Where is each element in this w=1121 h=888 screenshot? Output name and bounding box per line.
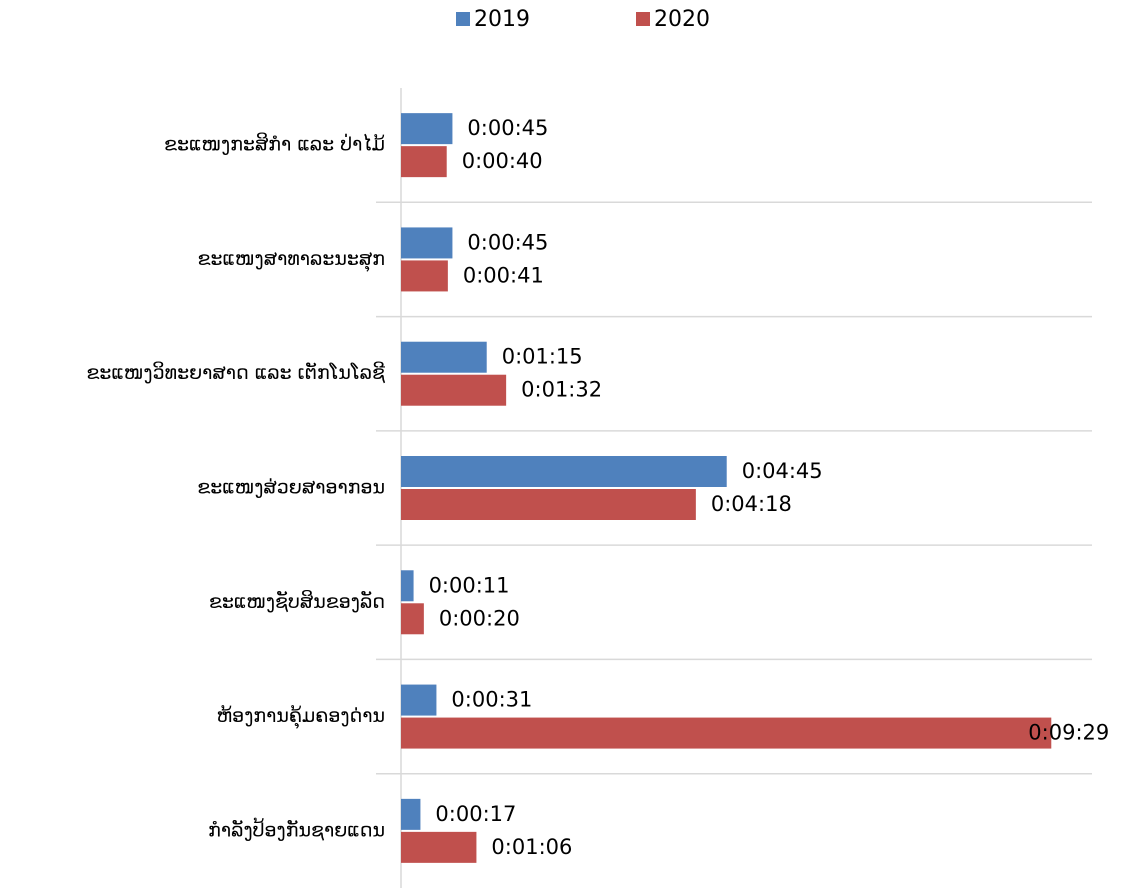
data-label: 0:00:11 xyxy=(429,573,510,597)
y-tick-label: ຂະແໜງກະສິກຳ ແລະ ປ່າໄມ້ xyxy=(164,131,385,155)
legend-swatch xyxy=(456,12,470,26)
y-tick-label: ຂະແໜງຊັບສິນຂອງລັດ xyxy=(209,588,385,612)
data-label: 0:00:31 xyxy=(451,688,532,712)
data-label: 0:09:29 xyxy=(1028,721,1109,745)
y-tick-label: ຂະແໜງສ່ວຍສາອາກອນ xyxy=(197,477,385,499)
bar xyxy=(401,603,424,635)
bar xyxy=(401,456,727,487)
bar xyxy=(401,113,453,145)
bar xyxy=(401,684,437,716)
bar xyxy=(401,341,487,373)
data-label: 0:01:32 xyxy=(521,378,602,402)
y-tick-label: ຂະແໜງສາທາລະນະສຸກ xyxy=(198,248,385,272)
legend-label: 2020 xyxy=(654,7,710,32)
legend-label: 2019 xyxy=(474,7,530,32)
data-label: 0:00:20 xyxy=(439,606,520,630)
data-label: 0:00:40 xyxy=(462,149,543,173)
data-label: 0:00:45 xyxy=(467,230,548,254)
bar xyxy=(401,798,421,830)
data-label: 0:01:06 xyxy=(491,835,572,859)
bar xyxy=(401,146,447,178)
y-tick-label: ຂະແໜງວິທະຍາສາດ ແລະ ເຕັກໂນໂລຊີ xyxy=(86,360,386,384)
y-tick-label: ຫ້ອງການຄຸ້ມຄອງດ່ານ xyxy=(217,705,385,729)
data-label: 0:01:15 xyxy=(502,345,583,369)
bar xyxy=(401,489,696,520)
data-label: 0:04:18 xyxy=(711,492,792,516)
bar xyxy=(401,831,477,863)
bar xyxy=(401,717,1052,749)
legend-swatch xyxy=(636,12,650,26)
bar xyxy=(401,374,507,406)
y-tick-label: ກຳລັງປ້ອງກັນຊາຍແດນ xyxy=(208,817,385,841)
bar xyxy=(401,260,448,292)
data-label: 0:00:17 xyxy=(435,802,516,826)
bar xyxy=(401,570,414,602)
data-label: 0:00:45 xyxy=(467,116,548,140)
bar xyxy=(401,227,453,259)
data-label: 0:04:45 xyxy=(742,459,823,483)
data-label: 0:00:41 xyxy=(463,263,544,287)
